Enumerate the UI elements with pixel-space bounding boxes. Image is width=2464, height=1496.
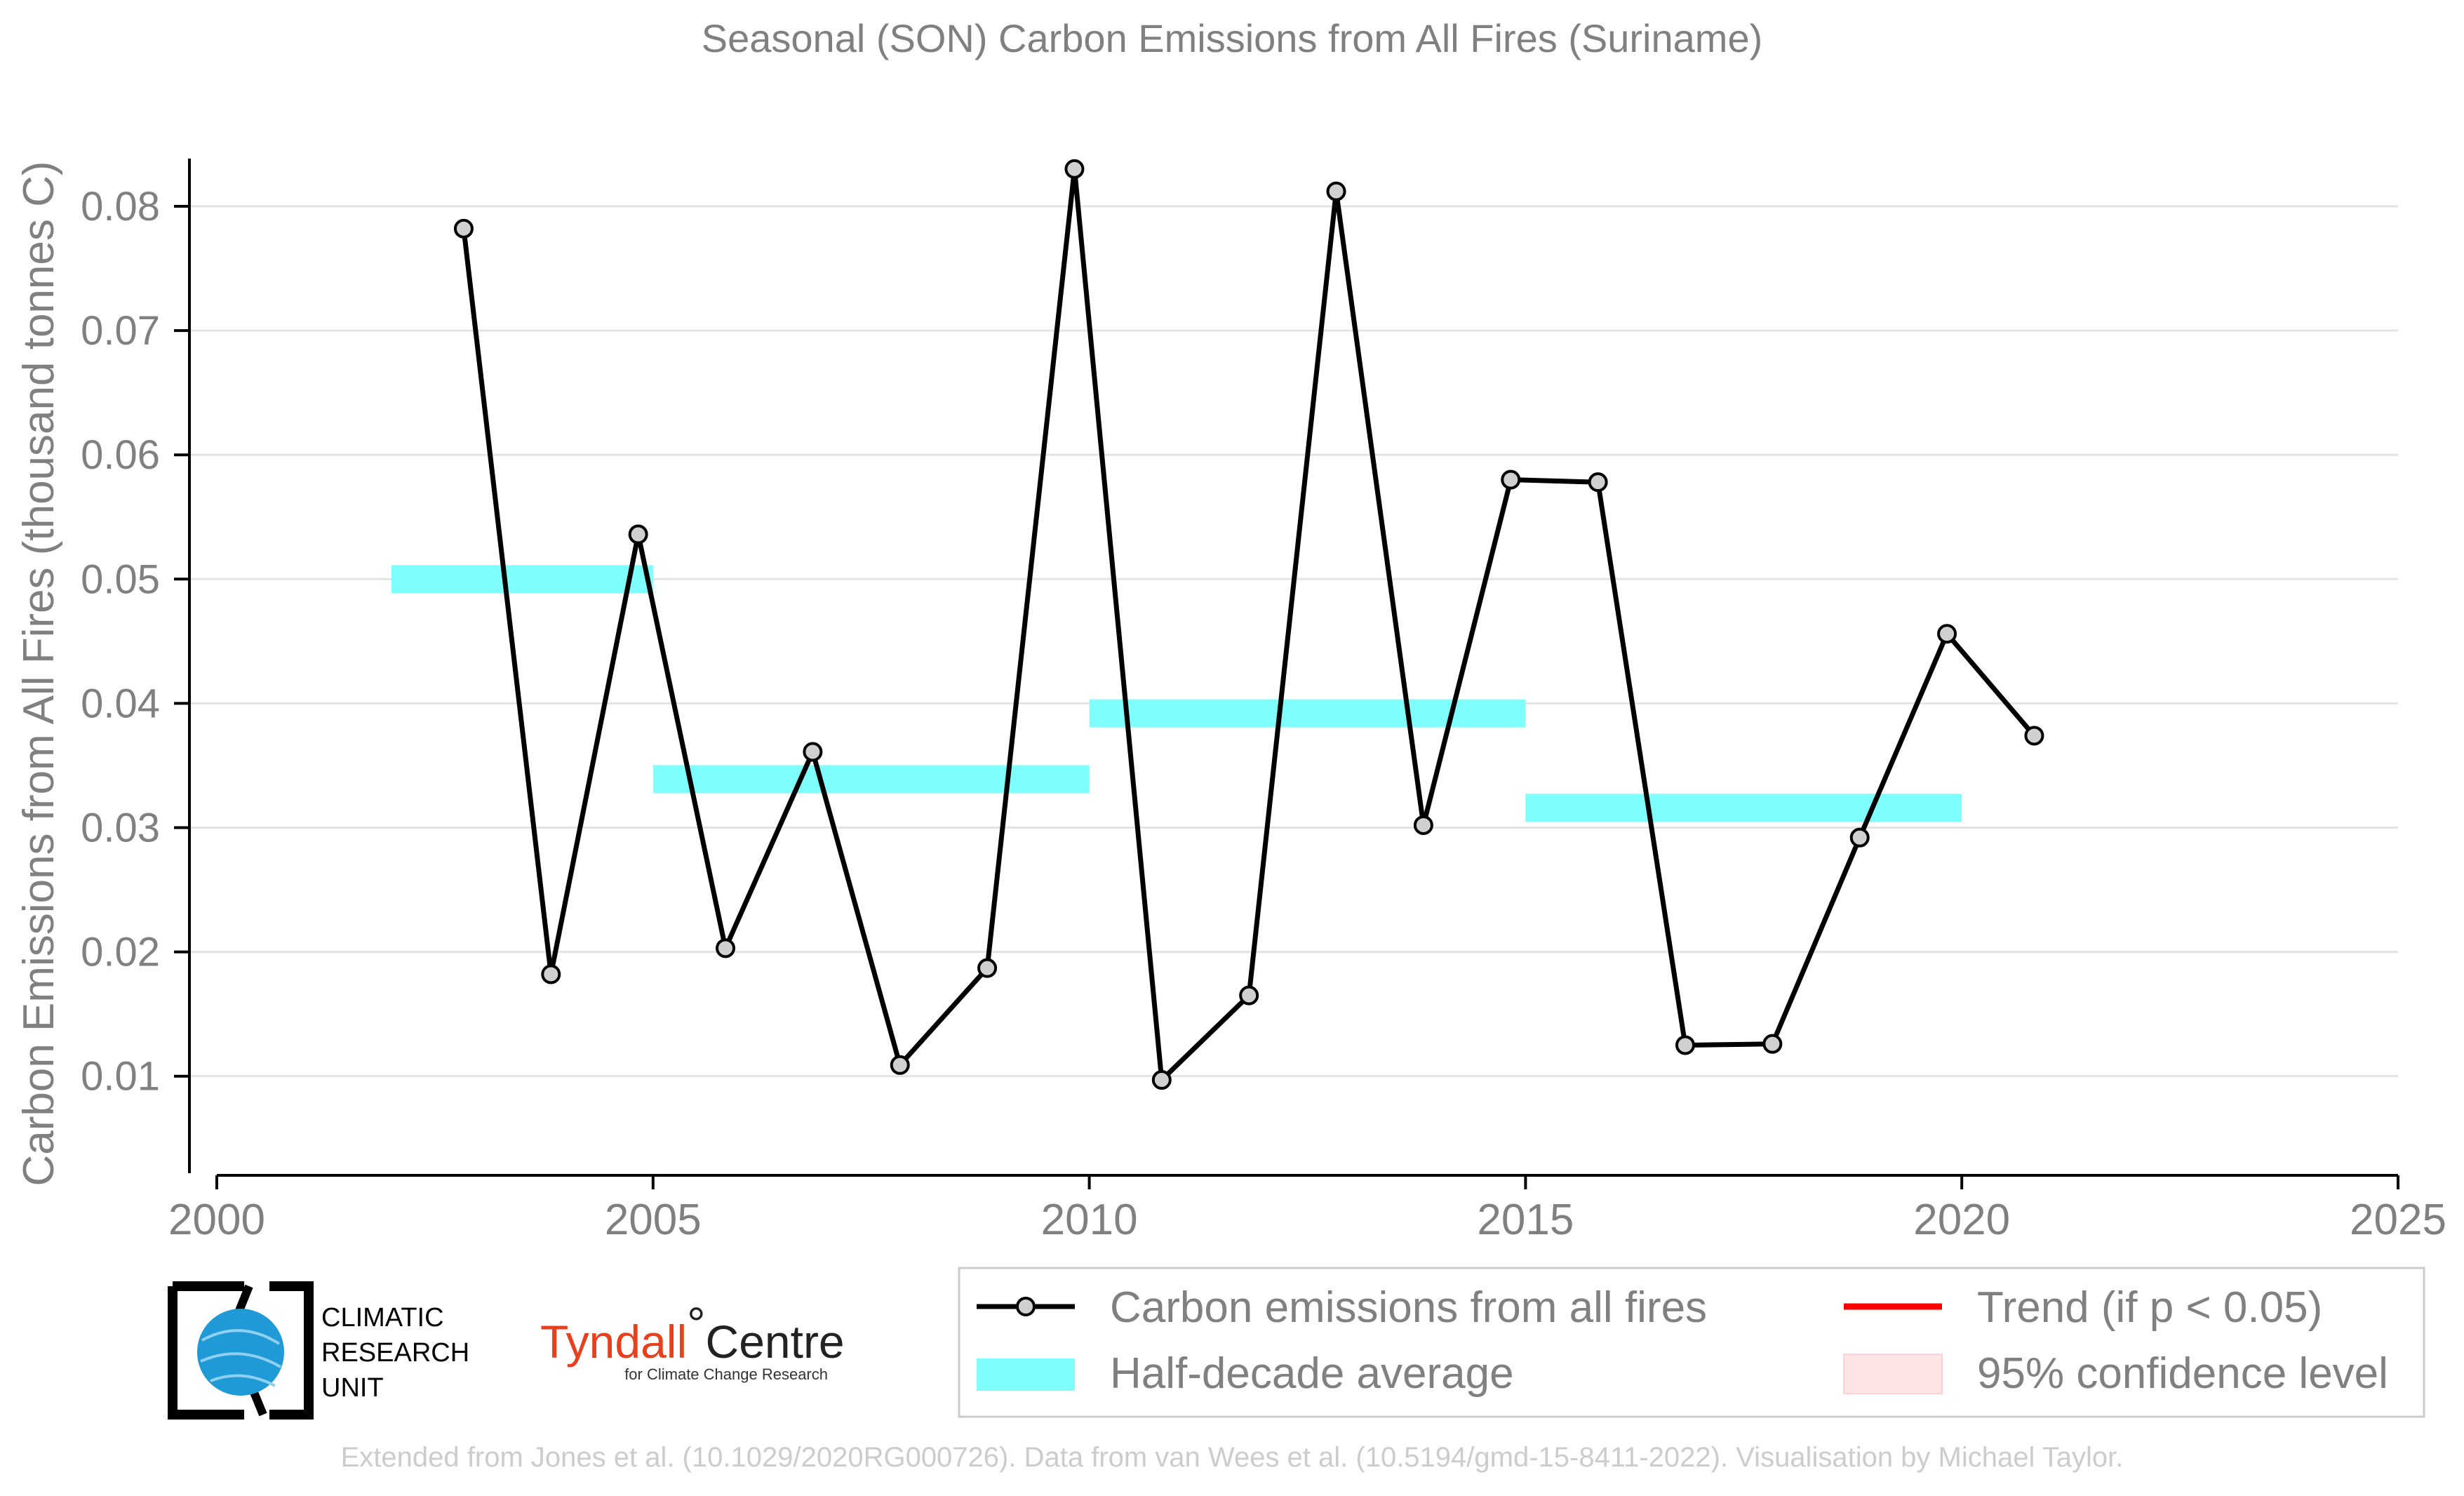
y-tick-label: 0.01: [81, 1054, 160, 1100]
y-tick-label: 0.07: [81, 308, 160, 354]
x-tick-label: 2015: [1477, 1196, 1574, 1244]
tyndall-logo: Tyndall°Centre for Climate Change Resear…: [540, 1297, 845, 1383]
x-tick-label: 2010: [1041, 1196, 1138, 1244]
legend-label-emissions: Carbon emissions from all fires: [1110, 1283, 1707, 1332]
axes: [188, 159, 2398, 1177]
cru-line-1: CLIMATIC: [321, 1303, 444, 1333]
y-axis-label: Carbon Emissions from All Fires (thousan…: [15, 161, 63, 1186]
data-point: [803, 742, 823, 762]
legend-marker: [1016, 1297, 1036, 1316]
footer-credits: Extended from Jones et al. (10.1029/2020…: [341, 1442, 2124, 1473]
legend-label-confidence: 95% confidence level: [1977, 1349, 2388, 1398]
half-decade-average-band: [1525, 794, 1962, 822]
legend-entry-emissions: Carbon emissions from all fires: [977, 1283, 1707, 1332]
data-point: [1762, 1034, 1783, 1054]
series-line: [461, 166, 2037, 1083]
legend-entry-confidence: 95% confidence level: [1843, 1349, 2388, 1398]
legend-label-trend: Trend (if p < 0.05): [1977, 1283, 2322, 1332]
data-point: [1239, 985, 1259, 1006]
data-point: [1064, 159, 1085, 179]
x-tick-label: 2000: [168, 1196, 265, 1244]
x-ticks: 2000 2005 2010 2015 2020 2025: [168, 1175, 2446, 1244]
x-tick-label: 2025: [2350, 1196, 2446, 1244]
data-point: [890, 1055, 910, 1075]
half-decade-average-band: [1089, 699, 1526, 728]
data-point: [1413, 815, 1433, 835]
half-decade-average-band: [652, 765, 1090, 794]
series-carbon-emissions: [453, 159, 2044, 1090]
y-ticks: 0.01 0.02 0.03 0.04 0.05 0.06 0.07 0.08: [81, 184, 189, 1100]
data-point: [1675, 1035, 1695, 1055]
data-point: [541, 964, 561, 984]
x-tick-label: 2005: [605, 1196, 702, 1244]
data-point: [1588, 472, 1608, 493]
half-decade-average-band: [391, 565, 653, 594]
x-tick-label: 2020: [1913, 1196, 2010, 1244]
legend-entry-trend: Trend (if p < 0.05): [1844, 1283, 2322, 1332]
legend-label-half-decade: Half-decade average: [1110, 1349, 1514, 1398]
cru-line-2: RESEARCH: [321, 1338, 469, 1368]
data-point: [716, 938, 736, 959]
tyndall-degree: °: [687, 1297, 705, 1349]
grid-lines: [189, 205, 2398, 1078]
chart-title: Seasonal (SON) Carbon Emissions from All…: [702, 16, 1762, 60]
data-point: [1937, 624, 1957, 644]
y-tick-label: 0.08: [81, 184, 160, 229]
data-point: [1849, 827, 1870, 848]
data-point: [1326, 181, 1346, 201]
svg-text:Tyndall°Centre: Tyndall°Centre: [540, 1297, 845, 1368]
tyndall-subtitle: for Climate Change Research: [624, 1365, 828, 1383]
data-point: [1501, 469, 1521, 490]
cru-line-3: UNIT: [321, 1373, 384, 1403]
tyndall-name: Tyndall: [540, 1316, 687, 1368]
data-point: [1151, 1070, 1172, 1090]
legend-frame: [958, 1267, 2425, 1418]
data-point: [628, 524, 648, 545]
cru-logo: CLIMATIC RESEARCH UNIT: [168, 1281, 469, 1420]
data-point: [977, 958, 998, 978]
data-point: [2024, 726, 2044, 746]
data-point: [453, 218, 474, 239]
y-tick-label: 0.03: [81, 806, 160, 851]
legend-entry-half-decade: Half-decade average: [977, 1349, 1514, 1398]
globe-icon: [197, 1309, 284, 1396]
y-tick-label: 0.06: [81, 432, 160, 478]
y-tick-label: 0.05: [81, 556, 160, 602]
y-tick-label: 0.02: [81, 930, 160, 975]
y-tick-label: 0.04: [81, 681, 160, 726]
tyndall-centre: Centre: [706, 1316, 845, 1368]
legend: Carbon emissions from all fires Trend (i…: [958, 1267, 2425, 1418]
